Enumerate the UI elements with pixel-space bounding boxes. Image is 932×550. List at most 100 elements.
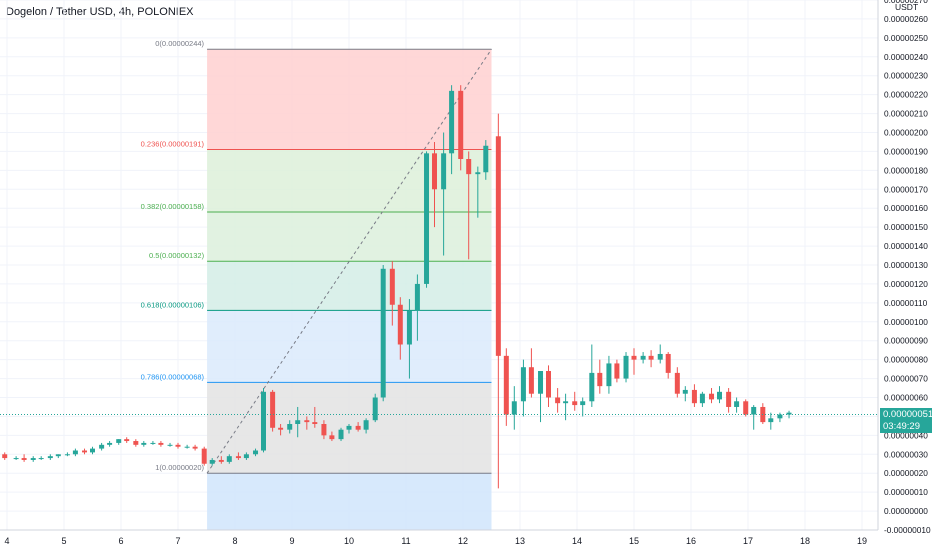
candle-body bbox=[2, 454, 8, 459]
candle bbox=[72, 448, 78, 457]
candle bbox=[520, 359, 526, 417]
candle bbox=[623, 352, 629, 383]
fib-zone bbox=[207, 473, 492, 530]
candle-body bbox=[777, 414, 783, 419]
candle bbox=[184, 444, 190, 449]
candle bbox=[346, 424, 352, 434]
candle-body bbox=[483, 145, 489, 173]
candle bbox=[235, 452, 241, 460]
candle-body bbox=[90, 448, 95, 453]
candle-body bbox=[414, 283, 420, 311]
candle-body bbox=[38, 458, 44, 460]
candle bbox=[572, 391, 578, 411]
candle-body bbox=[495, 136, 501, 356]
candle bbox=[243, 452, 249, 460]
candle bbox=[648, 350, 654, 368]
price-tick-label: 0.00000140 bbox=[884, 241, 928, 251]
fib-level-label: 0(0.00000244) bbox=[155, 39, 204, 48]
candle-body bbox=[432, 153, 437, 190]
candle-body bbox=[631, 355, 637, 360]
candle bbox=[475, 166, 481, 218]
price-tick-label: 0.00000220 bbox=[884, 90, 928, 100]
fib-trendline bbox=[206, 48, 492, 474]
candle-body bbox=[235, 456, 241, 459]
candle-body bbox=[243, 454, 249, 459]
price-tick-label: 0.00000160 bbox=[884, 203, 928, 213]
candle bbox=[483, 140, 489, 180]
candle-body bbox=[30, 458, 36, 460]
candle bbox=[133, 439, 139, 447]
candle-body bbox=[424, 153, 430, 284]
time-tick-label: 17 bbox=[743, 536, 753, 546]
candle-body bbox=[397, 304, 403, 345]
candle-body bbox=[606, 363, 612, 387]
candle bbox=[38, 456, 44, 460]
candle bbox=[449, 85, 455, 175]
candle bbox=[466, 151, 472, 260]
candle-body bbox=[682, 389, 688, 394]
chart-title: Dogelon / Tether USD, 4h, POLONIEX bbox=[6, 6, 194, 18]
fib-level-label: 0.236(0.00000191) bbox=[141, 140, 205, 149]
candle bbox=[30, 456, 36, 462]
candle-body bbox=[475, 172, 481, 175]
candle bbox=[458, 85, 464, 171]
candle-body bbox=[295, 420, 301, 424]
candle bbox=[538, 371, 544, 423]
candle-body bbox=[304, 420, 310, 423]
time-tick-label: 13 bbox=[515, 536, 525, 546]
candle-body bbox=[449, 90, 455, 154]
time-tick-label: 12 bbox=[458, 536, 468, 546]
candle bbox=[580, 397, 586, 417]
price-tick-label: -0.00000010 bbox=[884, 525, 931, 535]
candle bbox=[192, 444, 198, 451]
candle bbox=[99, 442, 105, 451]
candle-body bbox=[141, 442, 147, 445]
fib-zone bbox=[207, 261, 492, 311]
candle bbox=[760, 403, 766, 424]
price-axis: 0.00000270 0.00000260 0.00000250 0.00000240… bbox=[877, 0, 931, 535]
candle bbox=[304, 416, 310, 430]
time-tick-label: 15 bbox=[629, 536, 639, 546]
candle bbox=[424, 151, 430, 288]
candle bbox=[734, 397, 740, 413]
candle-body bbox=[175, 444, 181, 447]
time-tick-label: 14 bbox=[572, 536, 582, 546]
candle-body bbox=[528, 367, 534, 394]
candle bbox=[614, 359, 620, 383]
time-tick-label: 10 bbox=[344, 536, 354, 546]
candle bbox=[503, 348, 509, 426]
time-tick-label: 18 bbox=[800, 536, 810, 546]
candle-body bbox=[261, 391, 266, 451]
candle bbox=[167, 442, 173, 447]
time-tick-label: 9 bbox=[289, 536, 294, 546]
price-tick-label: 0.00000200 bbox=[884, 128, 928, 138]
candle-body bbox=[270, 391, 276, 428]
price-tick-label: 0.00000210 bbox=[884, 109, 928, 119]
candle bbox=[321, 420, 327, 440]
candle bbox=[432, 141, 437, 228]
candle-body bbox=[209, 459, 215, 464]
candle bbox=[64, 452, 70, 457]
fib-level-label: 0.786(0.00000068) bbox=[141, 372, 205, 381]
candle-body bbox=[768, 418, 774, 423]
price-tick-label: 0.00000120 bbox=[884, 279, 928, 289]
candle-body bbox=[520, 367, 526, 402]
candle bbox=[768, 412, 774, 430]
price-tick-label: 0.00000190 bbox=[884, 146, 928, 156]
candle-body bbox=[167, 444, 173, 446]
price-tick-label: 0.00000020 bbox=[884, 468, 928, 478]
candle bbox=[691, 384, 697, 407]
candle-body bbox=[312, 422, 318, 424]
fib-zone bbox=[207, 49, 492, 150]
candle bbox=[13, 456, 19, 460]
candle-body bbox=[580, 401, 586, 406]
candle bbox=[261, 388, 266, 453]
candle bbox=[495, 113, 501, 489]
candle bbox=[82, 448, 88, 455]
candle-body bbox=[184, 446, 190, 448]
candle-body bbox=[674, 372, 680, 394]
candle-body bbox=[648, 355, 654, 360]
candle-body bbox=[503, 355, 509, 415]
candle-body bbox=[82, 450, 88, 453]
